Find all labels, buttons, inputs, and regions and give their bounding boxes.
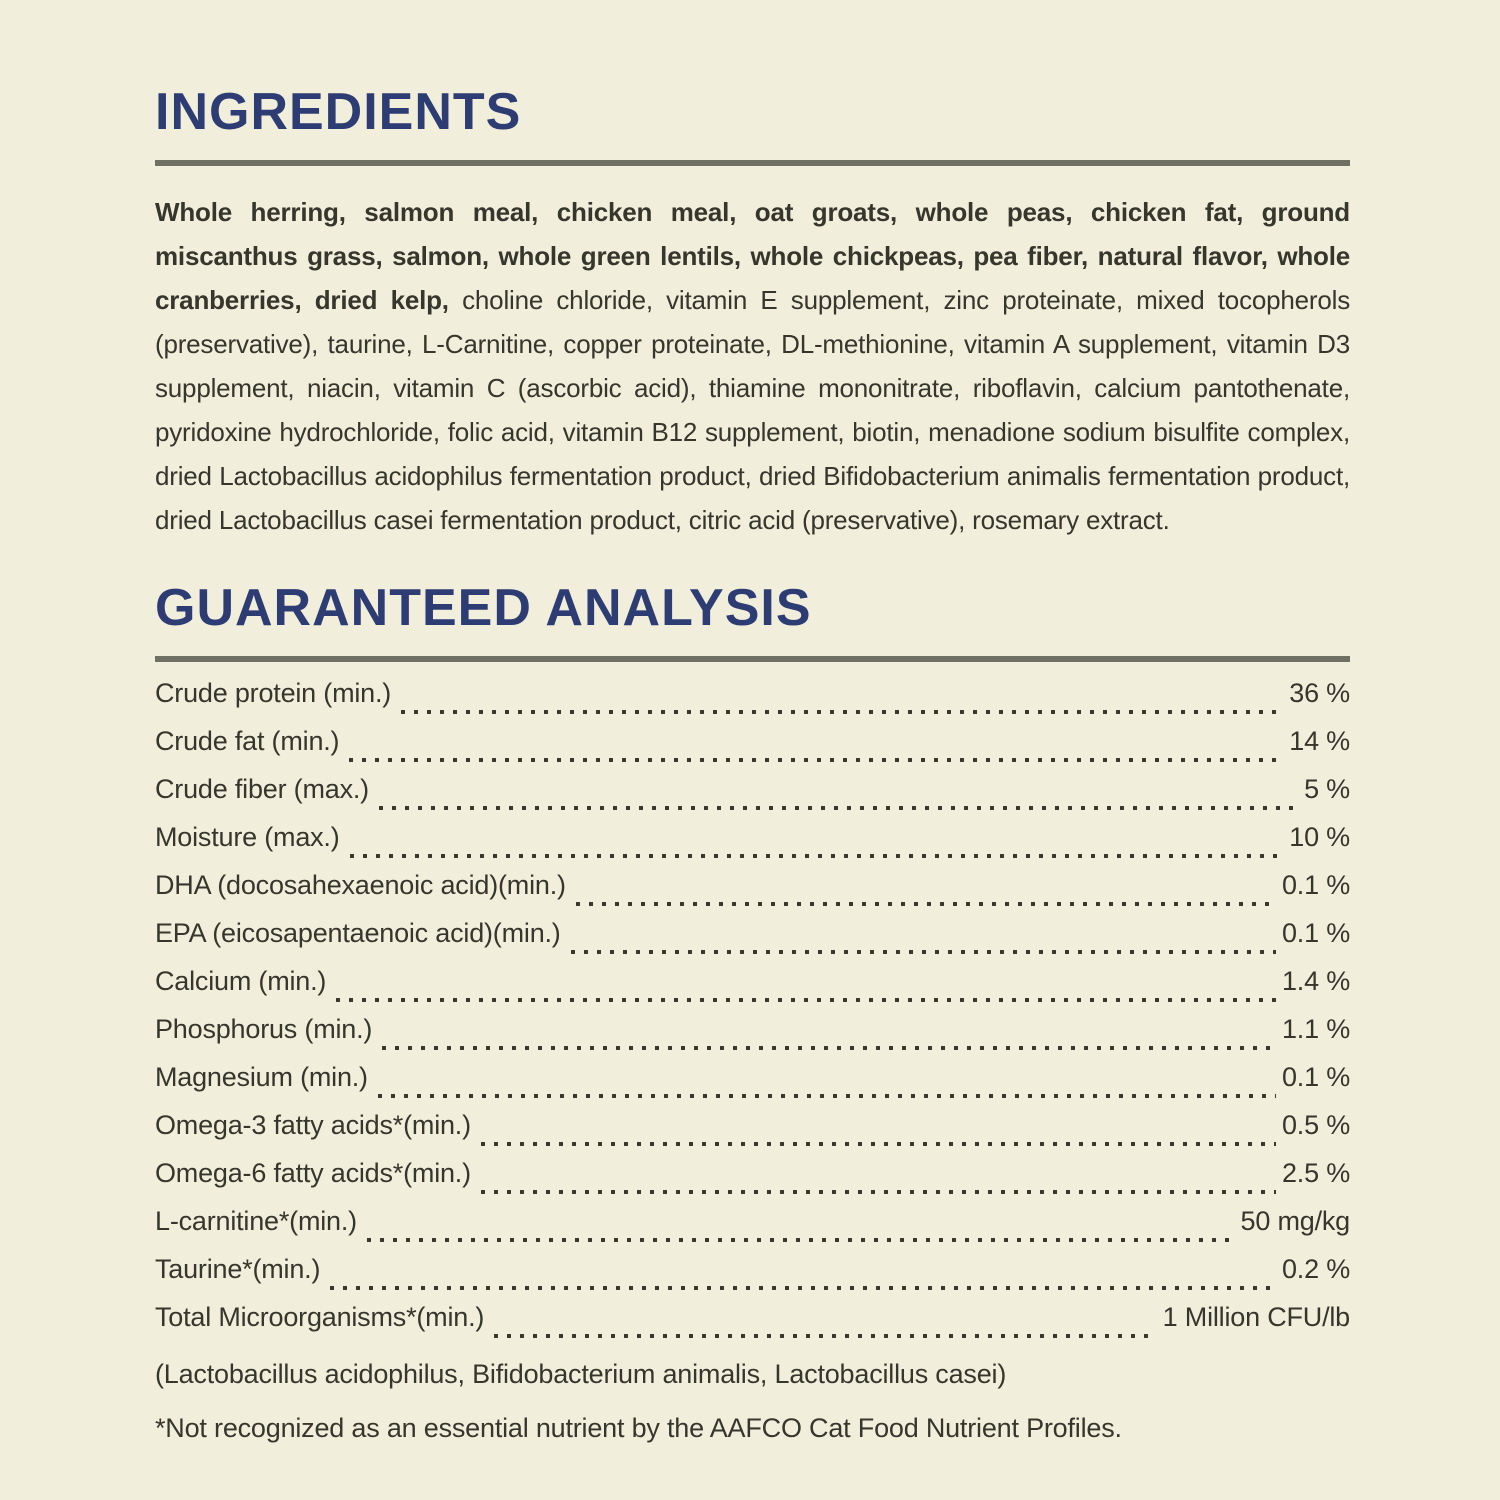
nutrient-value: 0.5 % [1281, 1110, 1350, 1140]
nutrient-label: Crude fat (min.) [155, 726, 340, 756]
table-row: L-carnitine*(min.) 50 mg/kg [155, 1206, 1350, 1254]
nutrient-label: Taurine*(min.) [155, 1254, 321, 1284]
nutrient-value: 0.1 % [1281, 870, 1350, 900]
nutrient-label: Phosphorus (min.) [155, 1014, 373, 1044]
nutrient-value: 2.5 % [1281, 1158, 1350, 1188]
dot-leader [349, 758, 1284, 762]
table-row: Calcium (min.) 1.4 % [155, 966, 1350, 1014]
section-divider [155, 656, 1350, 662]
nutrient-label: EPA (eicosapentaenoic acid)(min.) [155, 918, 561, 948]
nutrient-label: Omega-6 fatty acids*(min.) [155, 1158, 471, 1188]
table-row: Moisture (max.) 10 % [155, 822, 1350, 870]
pet-food-label: INGREDIENTS Whole herring, salmon meal, … [155, 86, 1350, 1452]
aafco-footnote: *Not recognized as an essential nutrient… [155, 1413, 1122, 1443]
section-divider [155, 160, 1350, 166]
ingredients-secondary-text: choline chloride, vitamin E supplement, … [155, 285, 1350, 535]
dot-leader [366, 1238, 1235, 1242]
nutrient-value: 10 % [1289, 822, 1350, 852]
dot-leader [378, 806, 1299, 810]
microorganisms-note: (Lactobacillus acidophilus, Bifidobacter… [155, 1359, 1007, 1389]
table-row: EPA (eicosapentaenoic acid)(min.) 0.1 % [155, 918, 1350, 966]
dot-leader [336, 998, 1276, 1002]
nutrient-label: Calcium (min.) [155, 966, 327, 996]
nutrient-value: 14 % [1289, 726, 1350, 756]
nutrient-label: Total Microorganisms*(min.) [155, 1302, 485, 1332]
nutrient-value: 1 Million CFU/lb [1162, 1302, 1351, 1332]
dot-leader [377, 1094, 1276, 1098]
ingredients-title: INGREDIENTS [155, 83, 522, 141]
dot-leader [382, 1046, 1276, 1050]
dot-leader [330, 1286, 1276, 1290]
nutrient-value: 0.2 % [1281, 1254, 1350, 1284]
nutrient-label: Magnesium (min.) [155, 1062, 368, 1092]
nutrient-label: L-carnitine*(min.) [155, 1206, 357, 1236]
guaranteed-analysis-section: GUARANTEED ANALYSIS Crude protein (min.)… [155, 582, 1350, 1452]
dot-leader [575, 902, 1276, 906]
dot-leader [494, 1334, 1157, 1338]
nutrient-label: Crude protein (min.) [155, 678, 392, 708]
dot-leader [480, 1142, 1276, 1146]
table-row: Crude protein (min.) 36 % [155, 678, 1350, 726]
table-row: Magnesium (min.) 0.1 % [155, 1062, 1350, 1110]
ingredients-section: INGREDIENTS Whole herring, salmon meal, … [155, 86, 1350, 542]
table-row: Omega-3 fatty acids*(min.) 0.5 % [155, 1110, 1350, 1158]
dot-leader [349, 854, 1284, 858]
nutrient-value: 0.1 % [1281, 1062, 1350, 1092]
nutrient-label: Crude fiber (max.) [155, 774, 369, 804]
dot-leader [480, 1190, 1276, 1194]
ingredients-primary-text: Whole herring, salmon meal, chicken meal… [155, 197, 1350, 315]
nutrient-value: 1.4 % [1281, 966, 1350, 996]
nutrient-label: Moisture (max.) [155, 822, 340, 852]
nutrient-label: Omega-3 fatty acids*(min.) [155, 1110, 471, 1140]
nutrient-value: 50 mg/kg [1240, 1206, 1351, 1236]
table-row: Taurine*(min.) 0.2 % [155, 1254, 1350, 1302]
table-row: Phosphorus (min.) 1.1 % [155, 1014, 1350, 1062]
dot-leader [570, 950, 1276, 954]
table-row: Omega-6 fatty acids*(min.) 2.5 % [155, 1158, 1350, 1206]
nutrient-value: 1.1 % [1281, 1014, 1350, 1044]
nutrient-value: 36 % [1289, 678, 1350, 708]
guaranteed-analysis-title: GUARANTEED ANALYSIS [155, 579, 812, 637]
table-row: DHA (docosahexaenoic acid)(min.) 0.1 % [155, 870, 1350, 918]
nutrient-label: DHA (docosahexaenoic acid)(min.) [155, 870, 566, 900]
ingredients-paragraph: Whole herring, salmon meal, chicken meal… [155, 190, 1350, 542]
guaranteed-analysis-table: Crude protein (min.) 36 % Crude fat (min… [155, 678, 1350, 1350]
dot-leader [401, 710, 1284, 714]
table-row: Crude fat (min.) 14 % [155, 726, 1350, 774]
table-row: Crude fiber (max.) 5 % [155, 774, 1350, 822]
nutrient-value: 5 % [1304, 774, 1350, 804]
table-row: Total Microorganisms*(min.) 1 Million CF… [155, 1302, 1350, 1350]
nutrient-value: 0.1 % [1281, 918, 1350, 948]
